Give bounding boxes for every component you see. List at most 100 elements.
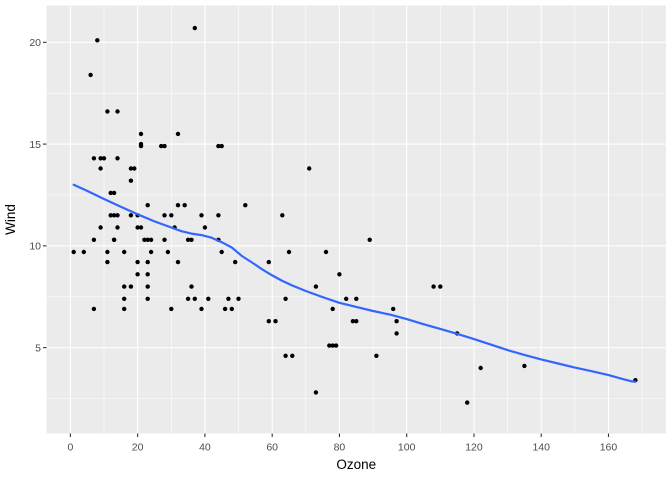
data-point	[111, 213, 117, 218]
data-point	[330, 343, 335, 348]
data-point	[199, 306, 204, 312]
data-point	[108, 213, 113, 218]
data-point	[199, 213, 204, 218]
data-point	[438, 284, 443, 289]
data-point	[108, 190, 113, 196]
data-point	[273, 319, 278, 324]
data-point	[175, 131, 181, 137]
x-tick-label: 20	[132, 442, 144, 454]
y-tick-label: 15	[29, 139, 41, 151]
data-point	[290, 353, 295, 358]
data-point	[101, 156, 107, 161]
data-point	[145, 203, 150, 208]
data-point	[233, 259, 238, 265]
data-point	[266, 259, 271, 265]
data-point	[236, 296, 241, 301]
data-point	[135, 225, 140, 230]
data-point	[216, 213, 221, 218]
x-tick-label: 60	[266, 442, 278, 454]
data-point	[122, 306, 127, 312]
data-point	[394, 319, 399, 324]
x-tick-label: 100	[398, 442, 416, 454]
data-point	[522, 363, 527, 369]
data-point	[138, 141, 144, 147]
data-point	[128, 166, 134, 171]
data-point	[354, 319, 359, 324]
x-axis-title: Ozone	[336, 457, 376, 472]
data-point	[148, 249, 154, 255]
data-point	[175, 259, 181, 265]
data-point	[145, 237, 150, 242]
data-point	[142, 237, 147, 242]
x-tick-label: 120	[465, 442, 483, 454]
data-point	[202, 225, 208, 230]
y-tick-label: 20	[29, 37, 41, 49]
data-point	[350, 319, 356, 324]
data-point	[95, 38, 100, 43]
data-point	[148, 237, 154, 242]
data-point	[280, 213, 285, 218]
data-point	[192, 25, 197, 31]
data-point	[189, 284, 194, 289]
data-point	[229, 306, 234, 312]
data-point	[138, 225, 144, 230]
data-point	[185, 296, 191, 301]
smooth-line	[72, 183, 637, 383]
data-point	[367, 237, 372, 242]
data-point	[71, 249, 76, 255]
data-point	[105, 109, 110, 114]
plot-panel	[46, 5, 666, 434]
y-tick-label: 5	[35, 342, 41, 354]
data-point	[283, 353, 288, 358]
data-point	[283, 296, 288, 301]
data-point	[138, 131, 144, 137]
y-axis-title: Wind	[3, 204, 18, 235]
data-point	[169, 213, 174, 218]
data-point	[216, 143, 221, 149]
data-point	[135, 259, 140, 265]
data-point	[91, 237, 97, 242]
x-tick-label: 40	[199, 442, 211, 454]
data-point	[169, 306, 174, 312]
data-point	[344, 296, 349, 301]
data-point	[98, 156, 103, 161]
data-point	[98, 225, 103, 230]
data-point	[162, 213, 167, 218]
data-point	[91, 306, 97, 312]
data-point	[135, 272, 140, 277]
data-point	[243, 203, 248, 208]
data-point	[81, 249, 87, 255]
data-point	[189, 237, 194, 242]
data-point	[162, 237, 167, 242]
data-point	[145, 272, 150, 277]
x-tick-label: 140	[532, 442, 550, 454]
data-point	[175, 203, 181, 208]
x-tick-label: 0	[67, 442, 73, 454]
data-point	[219, 143, 224, 149]
x-tick-label: 160	[600, 442, 618, 454]
data-point	[391, 306, 396, 312]
data-point	[105, 259, 110, 265]
data-point	[307, 166, 312, 171]
data-point	[128, 178, 134, 183]
data-point	[145, 284, 150, 289]
x-tick-label: 80	[334, 442, 346, 454]
data-point	[111, 190, 117, 196]
data-point	[115, 225, 120, 230]
data-point	[465, 400, 470, 405]
data-point	[219, 249, 224, 255]
data-point	[132, 166, 137, 171]
data-point	[165, 249, 171, 255]
data-point	[226, 296, 231, 301]
data-point	[327, 343, 332, 348]
data-point	[374, 353, 379, 358]
data-point	[478, 365, 483, 371]
data-point	[115, 156, 120, 161]
data-point	[128, 213, 134, 218]
data-point	[122, 284, 127, 289]
data-point	[286, 249, 292, 255]
data-point	[313, 390, 319, 395]
data-point	[111, 237, 117, 242]
data-point	[145, 296, 150, 301]
